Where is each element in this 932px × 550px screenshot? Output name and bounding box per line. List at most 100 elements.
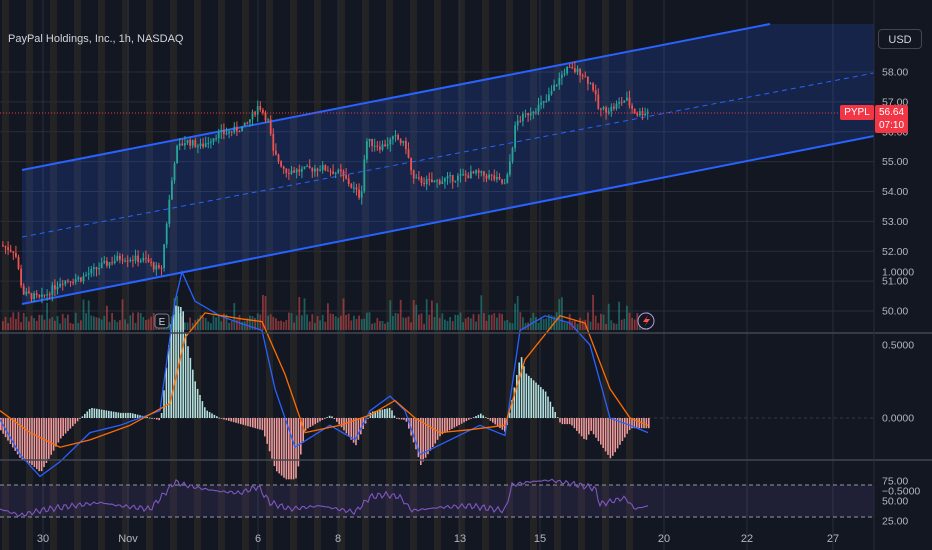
macd-histogram-bar [199, 395, 201, 418]
candle-body [516, 120, 519, 126]
macd-histogram-bar [628, 418, 631, 431]
macd-histogram-bar [7, 418, 9, 441]
candle-body [607, 111, 610, 113]
macd-histogram-bar [196, 388, 199, 418]
volume-bar [303, 298, 306, 330]
candle-body [108, 262, 111, 266]
time-tick-label: 30 [37, 533, 49, 545]
macd-tick-label: 0.0000 [882, 413, 914, 425]
volume-bar [33, 318, 35, 330]
candle-body [568, 66, 571, 68]
candle-body [30, 293, 33, 299]
volume-bar [295, 315, 298, 330]
candle-body [615, 103, 618, 109]
volume-bar [108, 321, 111, 330]
volume-bar [602, 314, 605, 330]
macd-histogram-bar [379, 409, 381, 418]
macd-histogram-bar [621, 418, 624, 442]
candle-body [438, 180, 441, 184]
time-tick-label: 6 [255, 533, 261, 545]
session-band [386, 0, 393, 550]
macd-histogram-bar [345, 418, 348, 434]
volume-bar [368, 312, 371, 330]
volume-bar [17, 312, 20, 330]
volume-bar [384, 323, 386, 330]
candle-body [85, 274, 87, 276]
candle-body [358, 189, 360, 198]
macd-histogram-bar [535, 382, 537, 418]
volume-bar [46, 302, 48, 330]
volume-bar [373, 322, 376, 330]
candle-body [111, 262, 113, 264]
session-band [362, 0, 369, 550]
candle-body [631, 105, 633, 109]
candle-body [342, 171, 345, 175]
candle-body [480, 171, 483, 173]
candle-body [54, 285, 56, 290]
volume-bar [80, 320, 82, 330]
candle-body [189, 139, 191, 146]
candle-body [126, 260, 129, 262]
candle-body [103, 261, 106, 263]
volume-bar [366, 312, 368, 330]
macd-histogram-bar [244, 418, 247, 426]
macd-histogram-bar [237, 418, 240, 424]
candle-body [293, 170, 295, 173]
candle-body [134, 255, 137, 261]
volume-bar [314, 322, 316, 330]
macd-histogram-bar [446, 418, 448, 432]
macd-histogram-bar [571, 418, 573, 426]
candle-body [207, 142, 210, 144]
macd-histogram-bar [33, 418, 36, 468]
volume-bar [72, 323, 74, 330]
candle-body [555, 84, 558, 86]
candle-body [579, 68, 581, 76]
volume-bar [197, 318, 199, 330]
macd-histogram-bar [50, 418, 52, 455]
event-markers[interactable]: E [154, 312, 655, 330]
candle-body [173, 163, 176, 181]
volume-bar [290, 313, 293, 330]
candle-body [581, 75, 584, 77]
macd-tick-label: −0.5000 [882, 486, 920, 498]
session-band [554, 0, 561, 550]
macd-histogram-bar [554, 412, 556, 418]
macd-histogram-bar [283, 418, 285, 478]
macd-histogram-bar [168, 344, 170, 418]
price-axis[interactable]: 58.0057.0056.0055.0054.0053.0052.0051.00… [882, 67, 920, 528]
macd-histogram-bar [388, 408, 391, 418]
volume-bar [592, 294, 594, 330]
macd-histogram-bar [444, 418, 446, 433]
candle-body [22, 285, 25, 295]
macd-histogram-bar [604, 418, 607, 452]
volume-bars [2, 294, 649, 330]
macd-histogram-bar [170, 324, 172, 418]
macd-histogram-bar [55, 418, 57, 447]
volume-bar [441, 313, 444, 330]
volume-bar [277, 320, 280, 330]
volume-bar [607, 303, 610, 330]
volume-bar [90, 315, 93, 330]
candle-body [418, 177, 420, 179]
candle-body [566, 66, 568, 74]
price-channel[interactable] [21, 23, 875, 305]
volume-bar [236, 319, 238, 330]
volume-bar [249, 315, 251, 330]
volume-bar [397, 313, 399, 330]
currency-button[interactable]: USD [878, 29, 922, 49]
volume-bar [332, 314, 334, 330]
macd-histogram-bar [631, 418, 633, 429]
candle-body [347, 178, 350, 185]
macd-histogram-bar [448, 418, 451, 431]
candle-body [345, 174, 347, 179]
candle-body [228, 131, 230, 134]
volume-bar [392, 315, 394, 330]
volume-bar [615, 323, 618, 330]
session-band [338, 0, 345, 550]
macd-histogram-bar [573, 418, 576, 429]
candle-body [155, 265, 158, 270]
time-axis[interactable]: 30 Nov 6 8 13 15 20 22 27 [37, 533, 839, 545]
candle-body [532, 112, 535, 114]
